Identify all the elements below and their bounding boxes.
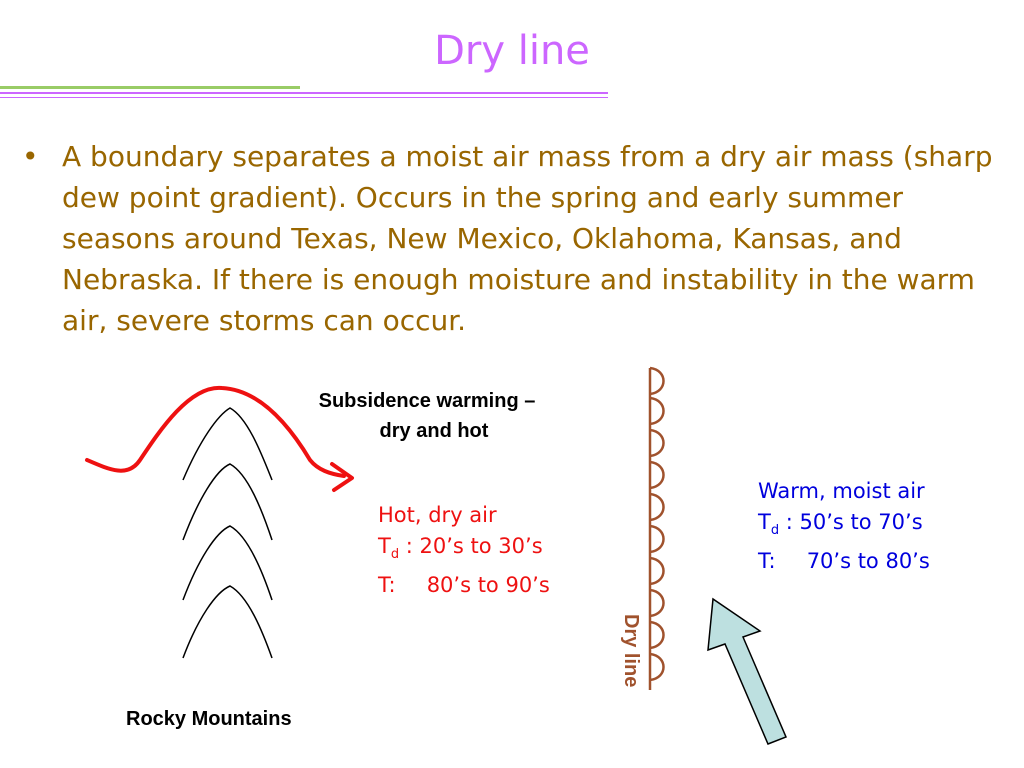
title-rule-green — [0, 86, 300, 89]
hot-air-dewpoint: Td : 20’s to 30’s — [378, 531, 550, 570]
hot-td-symbol: T — [378, 534, 391, 558]
moist-air-arrow — [707, 597, 787, 745]
wind-arrow — [85, 385, 354, 492]
mountain-ridge-3 — [182, 525, 273, 601]
subsidence-label: Subsidence warming – dry and hot — [262, 386, 592, 446]
hot-air-temperature: T: 80’s to 90’s — [378, 570, 550, 601]
hot-t-symbol: T: — [378, 573, 396, 598]
mountain-ridge-2 — [182, 463, 273, 541]
warm-td-value: : 50’s to 70’s — [785, 510, 923, 534]
dry-line-front — [648, 366, 665, 690]
warm-air-title: Warm, moist air — [758, 479, 925, 503]
bullet-text: A boundary separates a moist air mass fr… — [62, 140, 993, 337]
warm-t-value: 70’s to 80’s — [806, 549, 930, 574]
warm-td-symbol: T — [758, 510, 771, 534]
hot-dry-air-label: Hot, dry air Td : 20’s to 30’s T: 80’s t… — [378, 500, 550, 601]
subsidence-line-1: Subsidence warming – — [318, 390, 536, 412]
title-rule-purple-top — [0, 92, 608, 94]
warm-air-temperature: T: 70’s to 80’s — [758, 546, 930, 577]
mountain-ridge-1 — [182, 407, 273, 481]
rocky-mountains-drawing — [182, 407, 273, 659]
warm-air-dewpoint: Td : 50’s to 70’s — [758, 507, 930, 546]
hot-td-value: : 20’s to 30’s — [405, 534, 543, 558]
dry-line-label: Dry line — [620, 614, 642, 688]
slide-title: Dry line — [434, 28, 590, 74]
warm-moist-air-label: Warm, moist air Td : 50’s to 70’s T: 70’… — [758, 476, 930, 577]
hot-t-value: 80’s to 90’s — [426, 573, 550, 598]
title-rule-purple-bottom — [0, 97, 608, 98]
subsidence-line-2: dry and hot — [379, 420, 489, 442]
mountain-ridge-4 — [182, 585, 273, 659]
warm-td-subscript: d — [770, 523, 780, 539]
hot-air-title: Hot, dry air — [378, 503, 497, 527]
hot-td-subscript: d — [390, 547, 400, 563]
rocky-mountains-label: Rocky Mountains — [126, 708, 292, 730]
bullet-marker: • — [22, 140, 39, 173]
warm-t-symbol: T: — [758, 549, 776, 574]
